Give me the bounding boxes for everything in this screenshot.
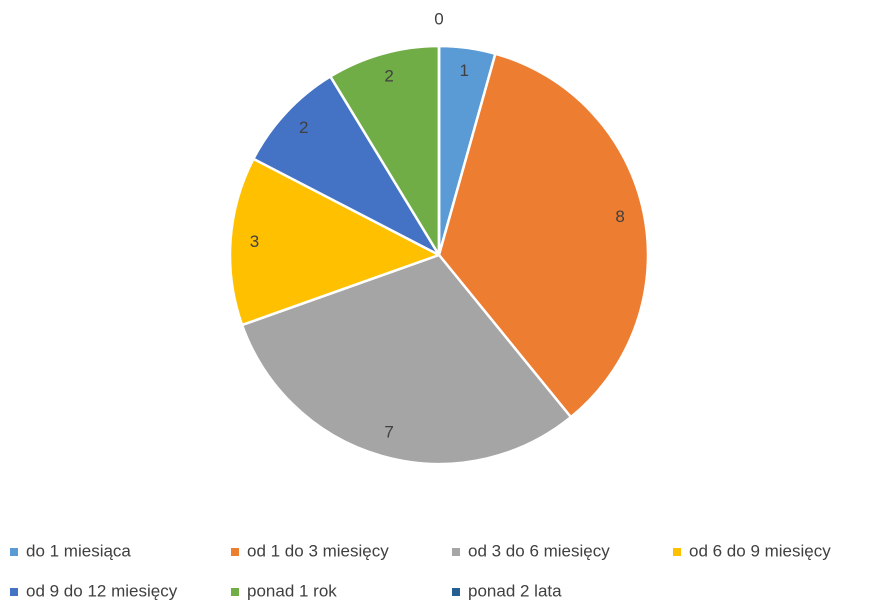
legend-label: ponad 2 lata (468, 581, 562, 600)
pie-slice (240, 253, 573, 466)
legend-label: od 3 do 6 miesięcy (468, 541, 610, 560)
pie-slice (437, 52, 650, 419)
legend-swatch (673, 548, 681, 556)
data-label: 2 (384, 66, 393, 85)
legend-swatch (452, 548, 460, 556)
legend-swatch (10, 548, 18, 556)
data-label: 3 (250, 232, 259, 251)
pie-slice (252, 75, 441, 257)
legend-label: od 6 do 9 miesięcy (689, 541, 831, 560)
pie-slice (228, 157, 441, 327)
legend-swatch (231, 588, 239, 596)
legend-label: ponad 1 rok (247, 581, 337, 600)
data-label: 1 (459, 61, 468, 80)
legend-swatch (452, 588, 460, 596)
data-label: 0 (434, 9, 443, 28)
legend-label: do 1 miesiąca (26, 541, 131, 560)
data-label: 2 (299, 118, 308, 137)
legend-swatch (231, 548, 239, 556)
legend-label: od 1 do 3 miesięcy (247, 541, 389, 560)
legend-swatch (10, 588, 18, 596)
pie-slice (329, 44, 441, 257)
data-label: 7 (384, 423, 393, 442)
legend-label: od 9 do 12 miesięcy (26, 581, 178, 600)
data-label: 8 (615, 207, 624, 226)
